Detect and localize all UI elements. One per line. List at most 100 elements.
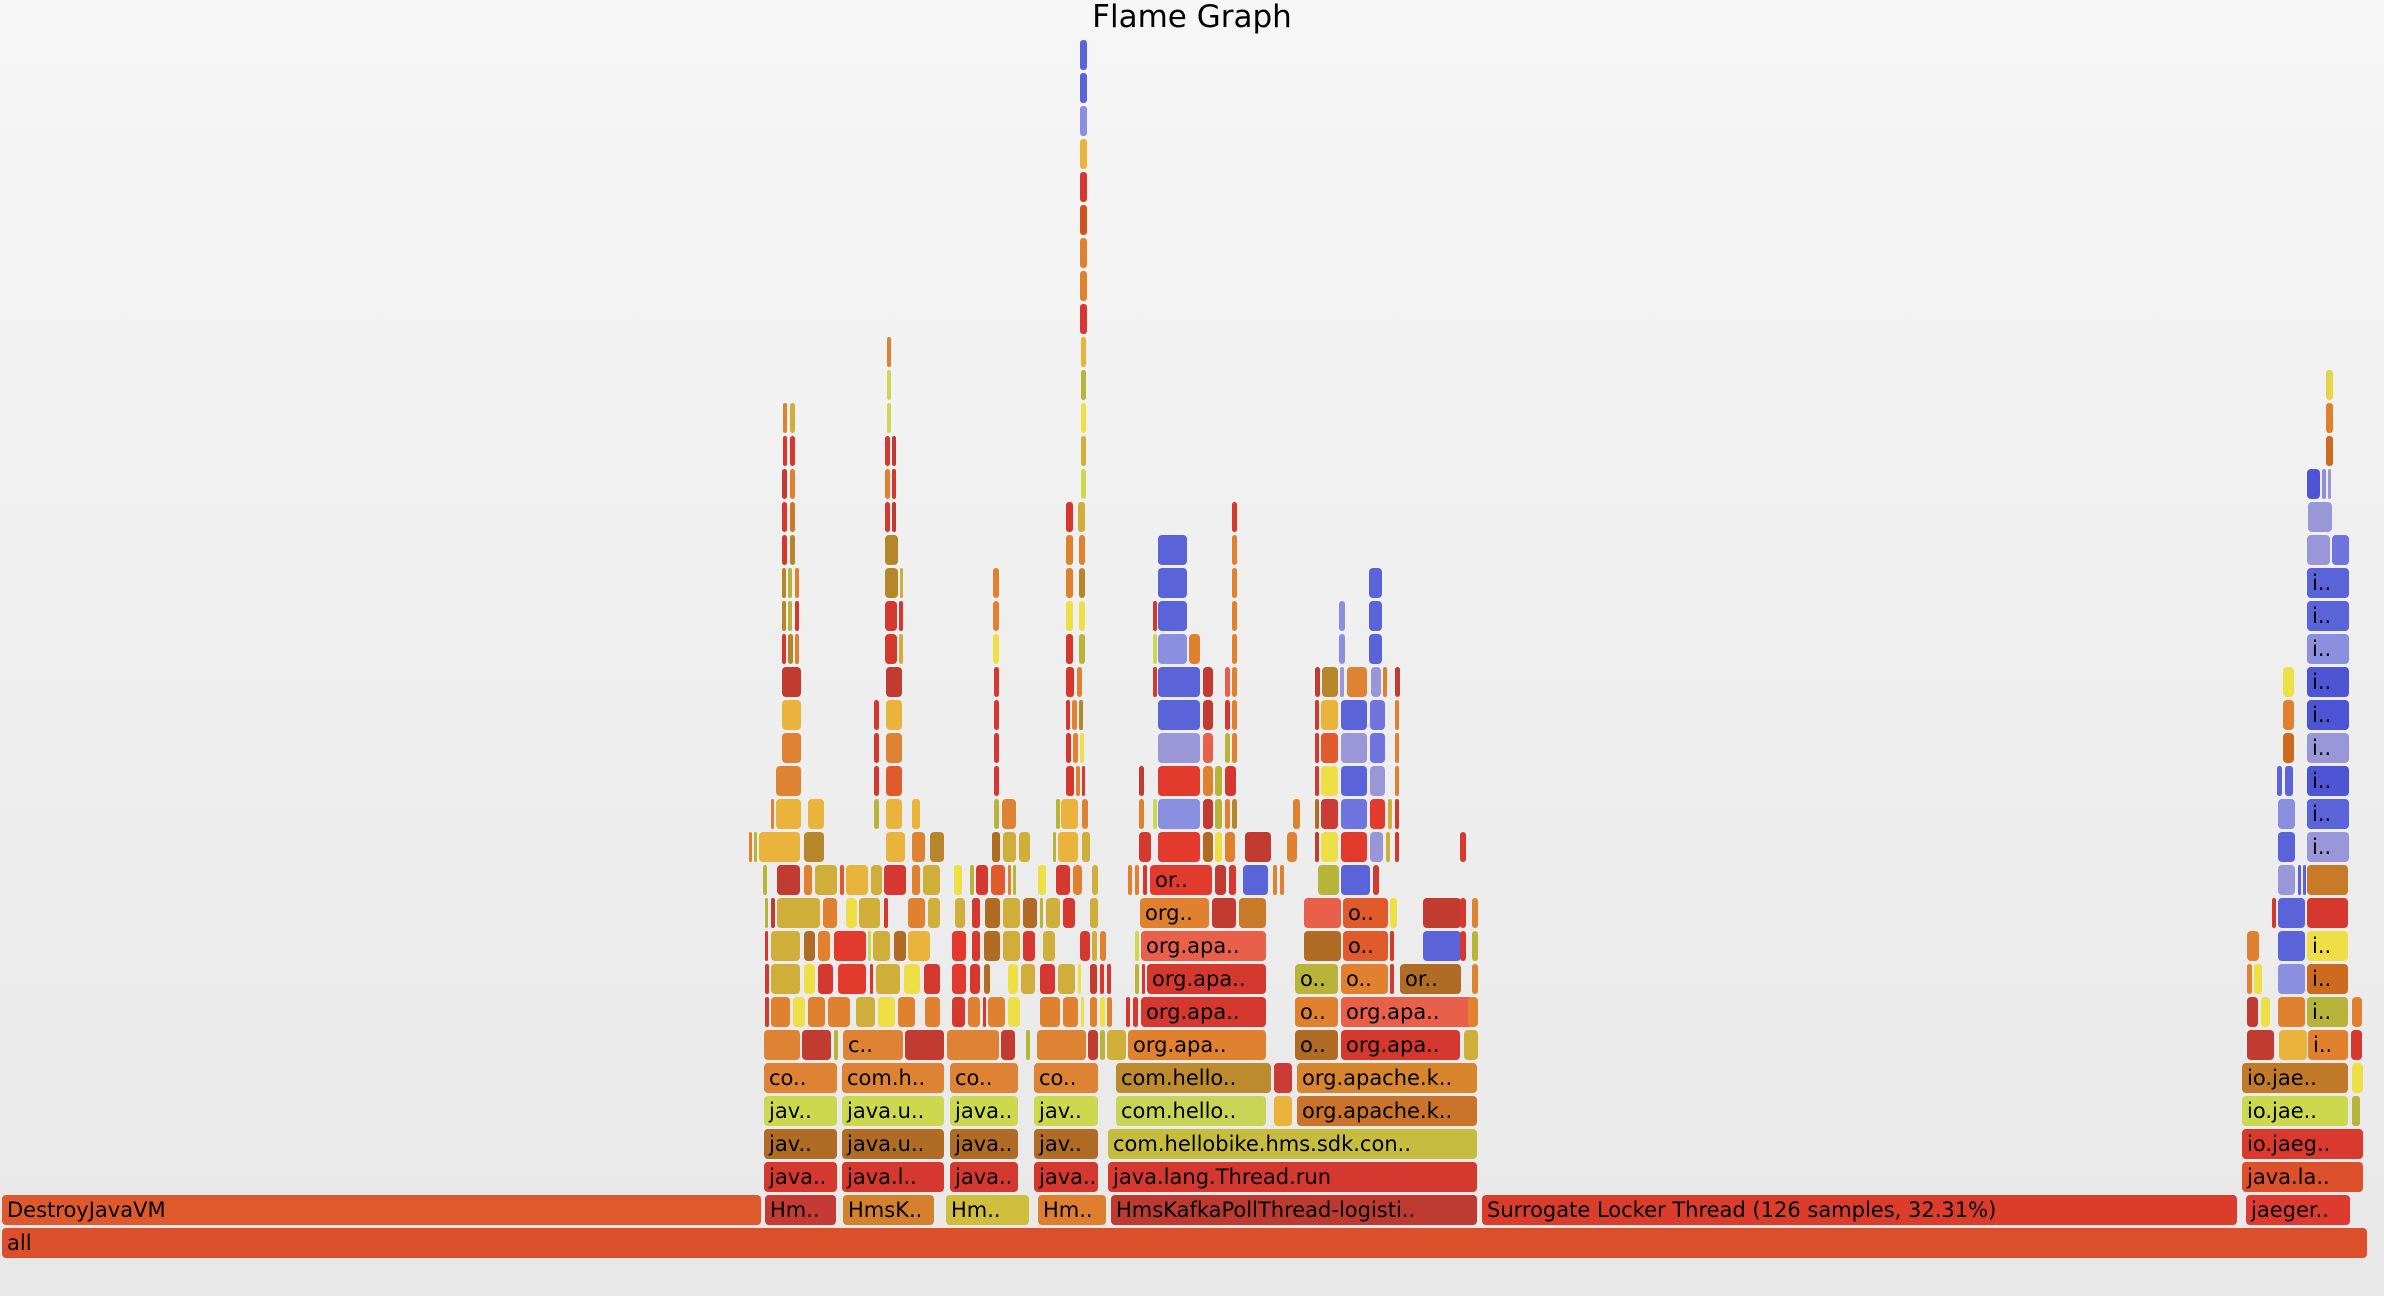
frame[interactable] xyxy=(1189,634,1200,664)
frame[interactable]: java.u.. xyxy=(842,1096,944,1126)
frame[interactable] xyxy=(754,832,757,862)
frame[interactable] xyxy=(818,931,830,961)
frame[interactable] xyxy=(1274,1063,1292,1093)
frame[interactable]: HmsKafkaPollThread-logisti.. xyxy=(1111,1195,1477,1225)
frame[interactable] xyxy=(1390,898,1397,928)
frame[interactable] xyxy=(2332,535,2349,565)
frame[interactable] xyxy=(1395,832,1399,862)
frame[interactable] xyxy=(1078,502,1085,532)
frame[interactable] xyxy=(952,997,965,1027)
frame[interactable] xyxy=(1066,667,1074,697)
frame[interactable] xyxy=(2326,436,2333,466)
frame[interactable] xyxy=(1153,799,1157,829)
frame[interactable] xyxy=(2307,535,2330,565)
frame[interactable] xyxy=(905,1030,944,1060)
frame[interactable] xyxy=(804,865,812,895)
frame[interactable] xyxy=(886,667,902,697)
frame[interactable]: java.l.. xyxy=(842,1162,944,1192)
frame[interactable] xyxy=(2278,799,2295,829)
frame[interactable] xyxy=(984,964,990,994)
frame[interactable] xyxy=(912,865,920,895)
frame[interactable] xyxy=(1043,931,1055,961)
frame[interactable] xyxy=(1056,799,1060,829)
frame[interactable] xyxy=(1061,799,1078,829)
frame[interactable]: org.. xyxy=(1140,898,1209,928)
frame[interactable] xyxy=(1038,865,1046,895)
frame[interactable]: org.apa.. xyxy=(1147,964,1266,994)
frame[interactable] xyxy=(892,469,896,499)
frame[interactable] xyxy=(1100,964,1104,994)
frame[interactable] xyxy=(1081,469,1086,499)
frame[interactable] xyxy=(771,799,774,829)
frame[interactable]: o.. xyxy=(1295,997,1338,1027)
frame[interactable] xyxy=(1315,766,1319,796)
frame[interactable] xyxy=(782,700,801,730)
frame[interactable] xyxy=(2283,667,2294,697)
frame[interactable] xyxy=(1077,667,1082,697)
frame[interactable] xyxy=(874,733,879,763)
frame[interactable] xyxy=(1092,931,1097,961)
frame[interactable] xyxy=(992,832,1000,862)
frame[interactable] xyxy=(771,931,800,961)
frame[interactable] xyxy=(765,931,768,961)
frame[interactable] xyxy=(1158,766,1200,796)
frame[interactable]: java.. xyxy=(764,1162,837,1192)
frame[interactable] xyxy=(1315,700,1319,730)
frame[interactable] xyxy=(765,964,769,994)
frame[interactable] xyxy=(2307,898,2348,928)
frame[interactable]: i.. xyxy=(2307,601,2349,631)
frame[interactable] xyxy=(790,469,795,499)
frame[interactable] xyxy=(1468,997,1478,1027)
frame[interactable]: io.jae.. xyxy=(2242,1063,2348,1093)
frame[interactable] xyxy=(912,799,920,829)
frame[interactable] xyxy=(1080,931,1090,961)
frame[interactable] xyxy=(993,634,999,664)
frame[interactable] xyxy=(2307,469,2320,499)
frame[interactable] xyxy=(900,568,903,598)
frame[interactable]: org.apa.. xyxy=(1141,997,1266,1027)
frame[interactable] xyxy=(925,997,940,1027)
frame[interactable] xyxy=(763,865,767,895)
frame[interactable] xyxy=(1026,1030,1030,1060)
frame[interactable] xyxy=(1203,832,1213,862)
frame[interactable] xyxy=(1369,601,1382,631)
frame[interactable]: co.. xyxy=(764,1063,837,1093)
frame[interactable]: Hm.. xyxy=(765,1195,836,1225)
frame[interactable] xyxy=(904,964,920,994)
frame[interactable] xyxy=(972,898,980,928)
frame[interactable] xyxy=(1073,733,1078,763)
frame[interactable] xyxy=(782,535,787,565)
frame[interactable] xyxy=(908,898,925,928)
frame[interactable] xyxy=(1046,898,1060,928)
frame[interactable] xyxy=(1066,568,1073,598)
frame[interactable]: Hm.. xyxy=(1038,1195,1106,1225)
frame[interactable] xyxy=(1088,1030,1098,1060)
frame[interactable] xyxy=(1158,535,1187,565)
frame[interactable] xyxy=(1080,139,1087,169)
frame[interactable]: java.u.. xyxy=(842,1129,944,1159)
frame[interactable] xyxy=(1460,931,1466,961)
frame[interactable] xyxy=(1321,766,1338,796)
frame[interactable] xyxy=(1321,799,1338,829)
frame[interactable]: jav.. xyxy=(764,1129,837,1159)
frame[interactable] xyxy=(874,766,879,796)
frame[interactable] xyxy=(1304,931,1341,961)
frame[interactable] xyxy=(1215,799,1222,829)
frame[interactable] xyxy=(1369,568,1382,598)
frame[interactable] xyxy=(1139,766,1144,796)
frame[interactable] xyxy=(892,436,896,466)
frame[interactable] xyxy=(885,436,890,466)
frame[interactable]: o.. xyxy=(1295,1030,1338,1060)
frame[interactable] xyxy=(1212,898,1236,928)
frame[interactable] xyxy=(868,931,871,961)
frame[interactable] xyxy=(1066,733,1071,763)
frame[interactable] xyxy=(790,436,795,466)
frame[interactable] xyxy=(885,601,897,631)
frame[interactable] xyxy=(1460,898,1466,928)
frame[interactable] xyxy=(795,568,799,598)
frame[interactable] xyxy=(1280,865,1284,895)
frame[interactable] xyxy=(1339,601,1345,631)
frame[interactable] xyxy=(1321,832,1338,862)
frame[interactable] xyxy=(1395,766,1399,796)
frame[interactable] xyxy=(1225,799,1230,829)
